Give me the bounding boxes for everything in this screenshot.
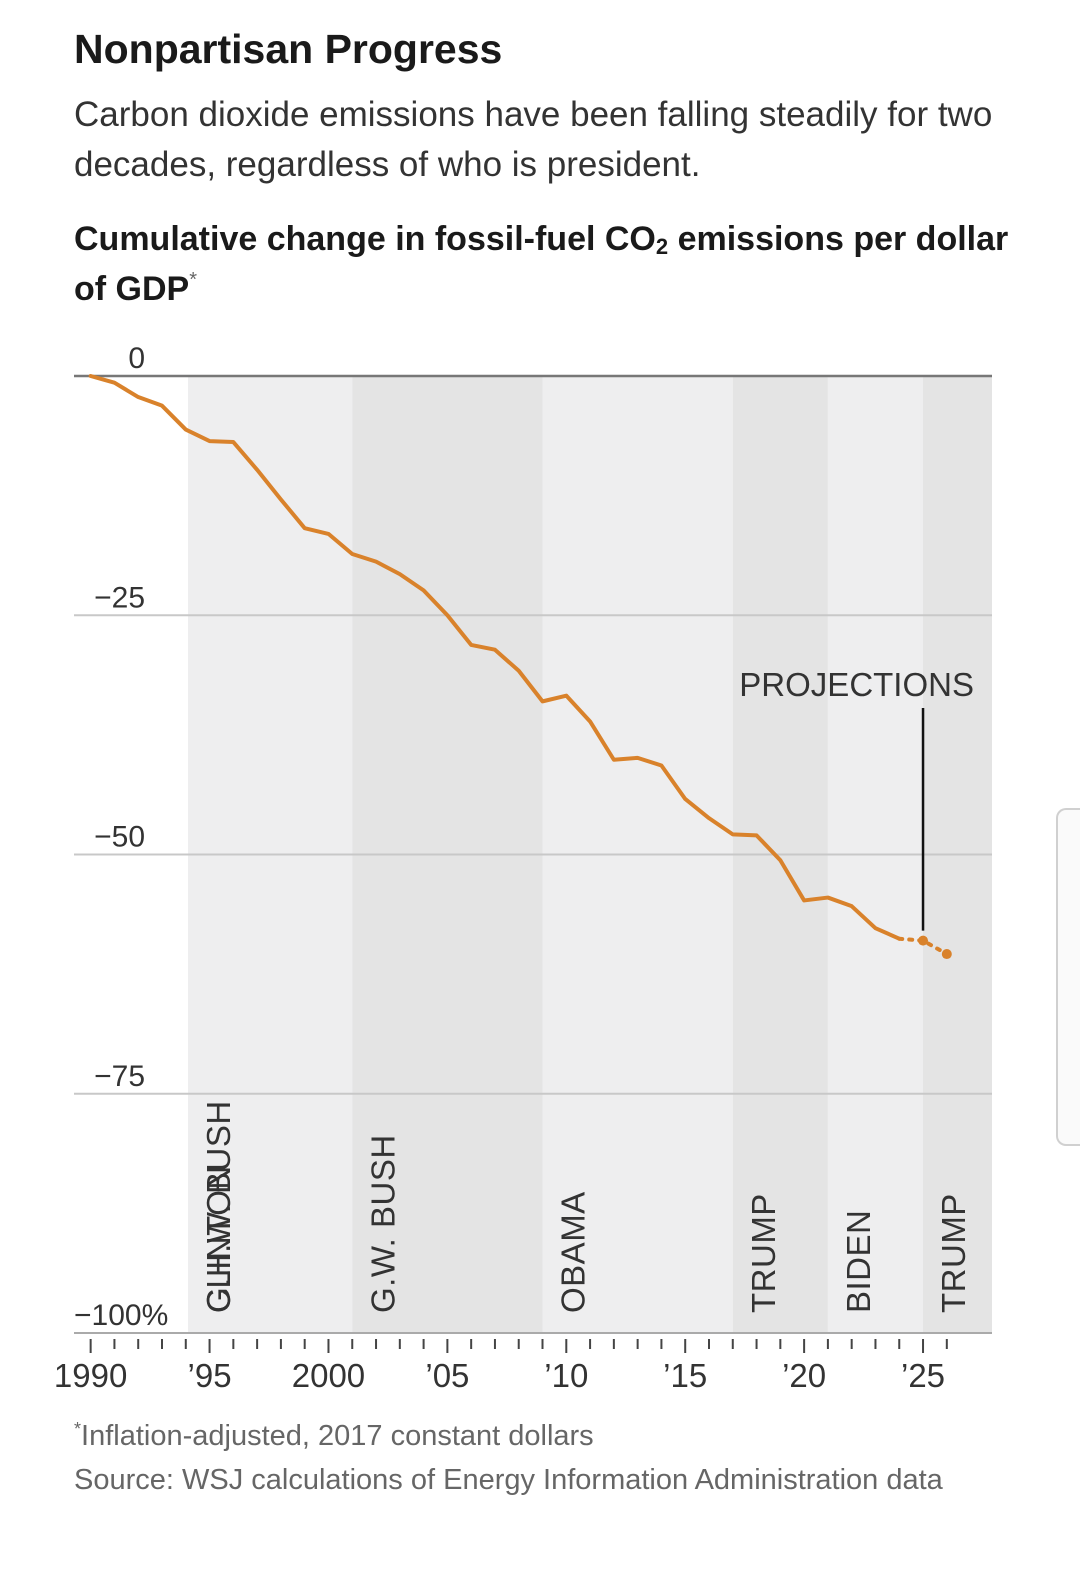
chart-title: Nonpartisan Progress — [74, 26, 503, 72]
chart-subtitle: Carbon dioxide emissions have been falli… — [74, 95, 993, 184]
x-tick-label: ’05 — [425, 1357, 469, 1394]
scrollbar-handle[interactable] — [1056, 808, 1080, 1146]
y-tick-label: −100% — [74, 1299, 168, 1332]
chart-heading-asterisk: * — [189, 269, 198, 291]
x-tick-label: ’20 — [782, 1357, 826, 1394]
x-tick-label: ’25 — [901, 1357, 945, 1394]
president-label: TRUMP — [935, 1193, 972, 1313]
series-lines — [88, 374, 952, 960]
x-axis: 1990 ’95 2000 ’05 ’10 ’15 ’20 ’25 — [54, 1332, 992, 1394]
y-tick-label: −75 — [94, 1060, 145, 1093]
x-tick-label: 2000 — [292, 1357, 365, 1394]
y-tick-label: −25 — [94, 581, 145, 614]
source-text: Source: WSJ calculations of Energy Infor… — [74, 1464, 943, 1496]
emissions-line — [88, 374, 902, 941]
y-tick-label: −50 — [94, 821, 145, 854]
y-axis-labels: 0 −25 −50 −75 −100% — [74, 342, 168, 1332]
x-tick-label: ’15 — [663, 1357, 707, 1394]
president-label: TRUMP — [745, 1193, 782, 1313]
projection-point — [941, 949, 952, 960]
x-tick-label: ’95 — [188, 1357, 232, 1394]
projection-point — [918, 935, 929, 946]
chart-heading-rest: emissions per dollar of GDP — [74, 220, 1009, 308]
y-tick-label: 0 — [128, 342, 145, 375]
chart-heading: Cumulative change in fossil-fuel CO2 emi… — [74, 214, 1014, 314]
x-tick-label: ’10 — [544, 1357, 588, 1394]
footnote-asterisk: * — [74, 1419, 82, 1439]
annotations: PROJECTIONS — [739, 666, 974, 931]
annotation-label: PROJECTIONS — [739, 666, 974, 703]
president-label: BIDEN — [840, 1210, 877, 1313]
president-label: OBAMA — [555, 1191, 592, 1313]
chart-heading-subscript: 2 — [655, 234, 669, 259]
chart-heading-main: Cumulative change in fossil-fuel CO — [74, 220, 656, 258]
president-label: CLINTON — [200, 1165, 237, 1313]
president-label: G.W. BUSH — [364, 1134, 401, 1313]
footnote-text: Inflation-adjusted, 2017 constant dollar… — [81, 1420, 594, 1452]
president-label: G.H.W. BUSH — [200, 1100, 237, 1313]
x-tick-label: 1990 — [54, 1357, 127, 1394]
footer: *Inflation-adjusted, 2017 constant dolla… — [74, 1414, 1014, 1502]
